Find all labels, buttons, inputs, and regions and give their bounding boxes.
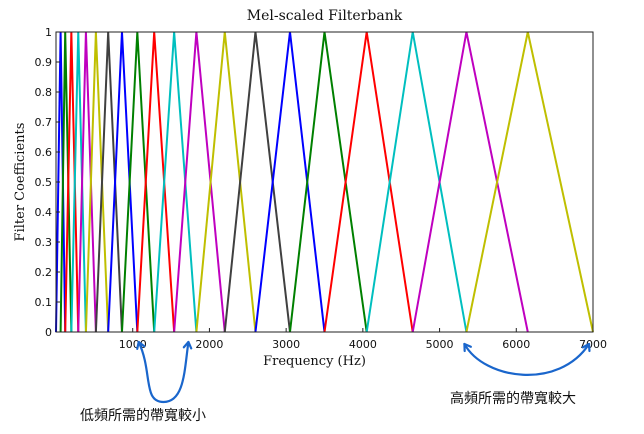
x-tick-label: 4000 [349,338,377,351]
high-frequency-arrowhead-left [463,342,472,353]
low-frequency-arrow [137,340,190,404]
y-tick-label: 0.8 [35,86,53,99]
plot-area [56,32,593,332]
y-axis-label: Filter Coefficients [13,123,28,242]
annotation-arrows [136,340,591,404]
low-frequency-arrowhead-right [182,340,193,350]
low-frequency-note: 低頻所需的帶寬較小 [80,408,206,424]
y-tick-label: 0.9 [35,56,53,69]
x-tick-label: 7000 [579,338,607,351]
x-tick-label: 2000 [195,338,223,351]
chart-title: Mel-scaled Filterbank [247,8,403,24]
y-tick-label: 0 [45,326,52,339]
x-tick-label: 3000 [272,338,300,351]
y-tick-label: 0.6 [35,146,53,159]
low-frequency-arrowhead-left [136,340,146,350]
x-tick-label: 6000 [502,338,530,351]
x-axis-ticks: 1000 2000 3000 4000 5000 6000 7000 [119,328,607,351]
y-tick-label: 0.2 [35,266,53,279]
x-tick-label: 1000 [119,338,147,351]
y-axis-ticks: 0 0.1 0.2 0.3 0.4 0.5 0.6 0.7 0.8 0.9 1 [35,26,60,339]
high-frequency-note: 高頻所需的帶寬較大 [450,391,576,407]
y-tick-label: 0.7 [35,116,53,129]
y-tick-label: 0.3 [35,236,53,249]
high-frequency-arrow [463,342,591,376]
y-tick-label: 1 [45,26,52,39]
y-tick-label: 0.5 [35,176,53,189]
y-tick-label: 0.1 [35,296,53,309]
high-frequency-arrowhead-right [581,342,591,353]
y-tick-label: 0.4 [35,206,53,219]
x-tick-label: 5000 [426,338,454,351]
x-axis-label: Frequency (Hz) [263,354,366,369]
